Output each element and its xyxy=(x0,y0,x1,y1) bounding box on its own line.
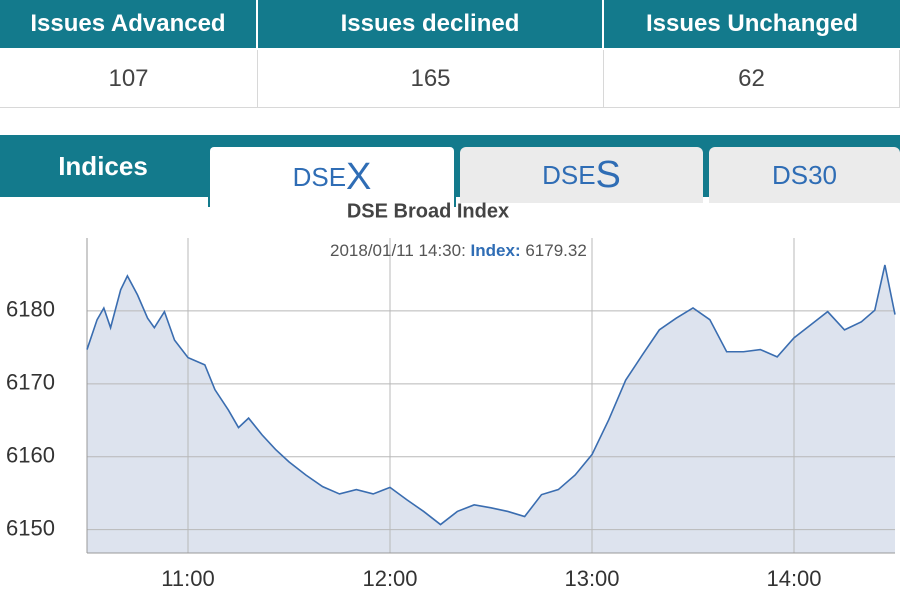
header-cell: Issues Unchanged xyxy=(604,0,900,48)
area xyxy=(87,264,895,553)
value-cell: 107 xyxy=(0,50,258,108)
tab-label: DS30 xyxy=(771,159,838,190)
y-tick-label: 6150 xyxy=(6,515,55,540)
tab-suffix: S xyxy=(595,153,621,196)
y-tick-label: 6180 xyxy=(6,297,55,322)
y-tick-label: 6160 xyxy=(6,443,55,468)
chart: 6150 6160 6170 6180 11:00 12:00 13:00 14:00 DSE… xyxy=(6,200,896,591)
chart-title: DSE Broad Index xyxy=(347,200,509,222)
tab-prefix: DSE xyxy=(292,161,347,192)
tab-prefix: DSE xyxy=(542,159,596,190)
tab[interactable]: DS30 xyxy=(709,147,900,203)
header-cell: Issues declined xyxy=(258,0,602,48)
x-tick-label: 12:00 xyxy=(362,566,417,591)
line xyxy=(86,264,896,526)
tab[interactable]: DSE X xyxy=(208,145,456,207)
tab[interactable]: DSE S xyxy=(460,147,703,203)
section-label: Indices xyxy=(58,150,148,181)
plot: 6150 6160 6170 6180 11:00 12:00 13:00 14:00 xyxy=(6,238,896,591)
tooltip: 2018/01/11 14:30: Index: 6179.32 xyxy=(330,241,587,260)
x-tick-label: 13:00 xyxy=(564,566,619,591)
tab-suffix: X xyxy=(346,155,372,198)
value-cell: 62 xyxy=(604,50,900,108)
x-tick-label: 14:00 xyxy=(766,566,821,591)
value-cell: 165 xyxy=(258,50,604,108)
tooltip-date: 2018/01/11 14:30: xyxy=(330,241,466,260)
tooltip-label: Index: xyxy=(471,241,521,260)
y-tick-label: 6170 xyxy=(6,370,55,395)
header-cell: Issues Advanced xyxy=(0,0,256,48)
x-tick-label: 11:00 xyxy=(161,566,214,591)
tooltip-value: 6179.32 xyxy=(525,241,586,260)
